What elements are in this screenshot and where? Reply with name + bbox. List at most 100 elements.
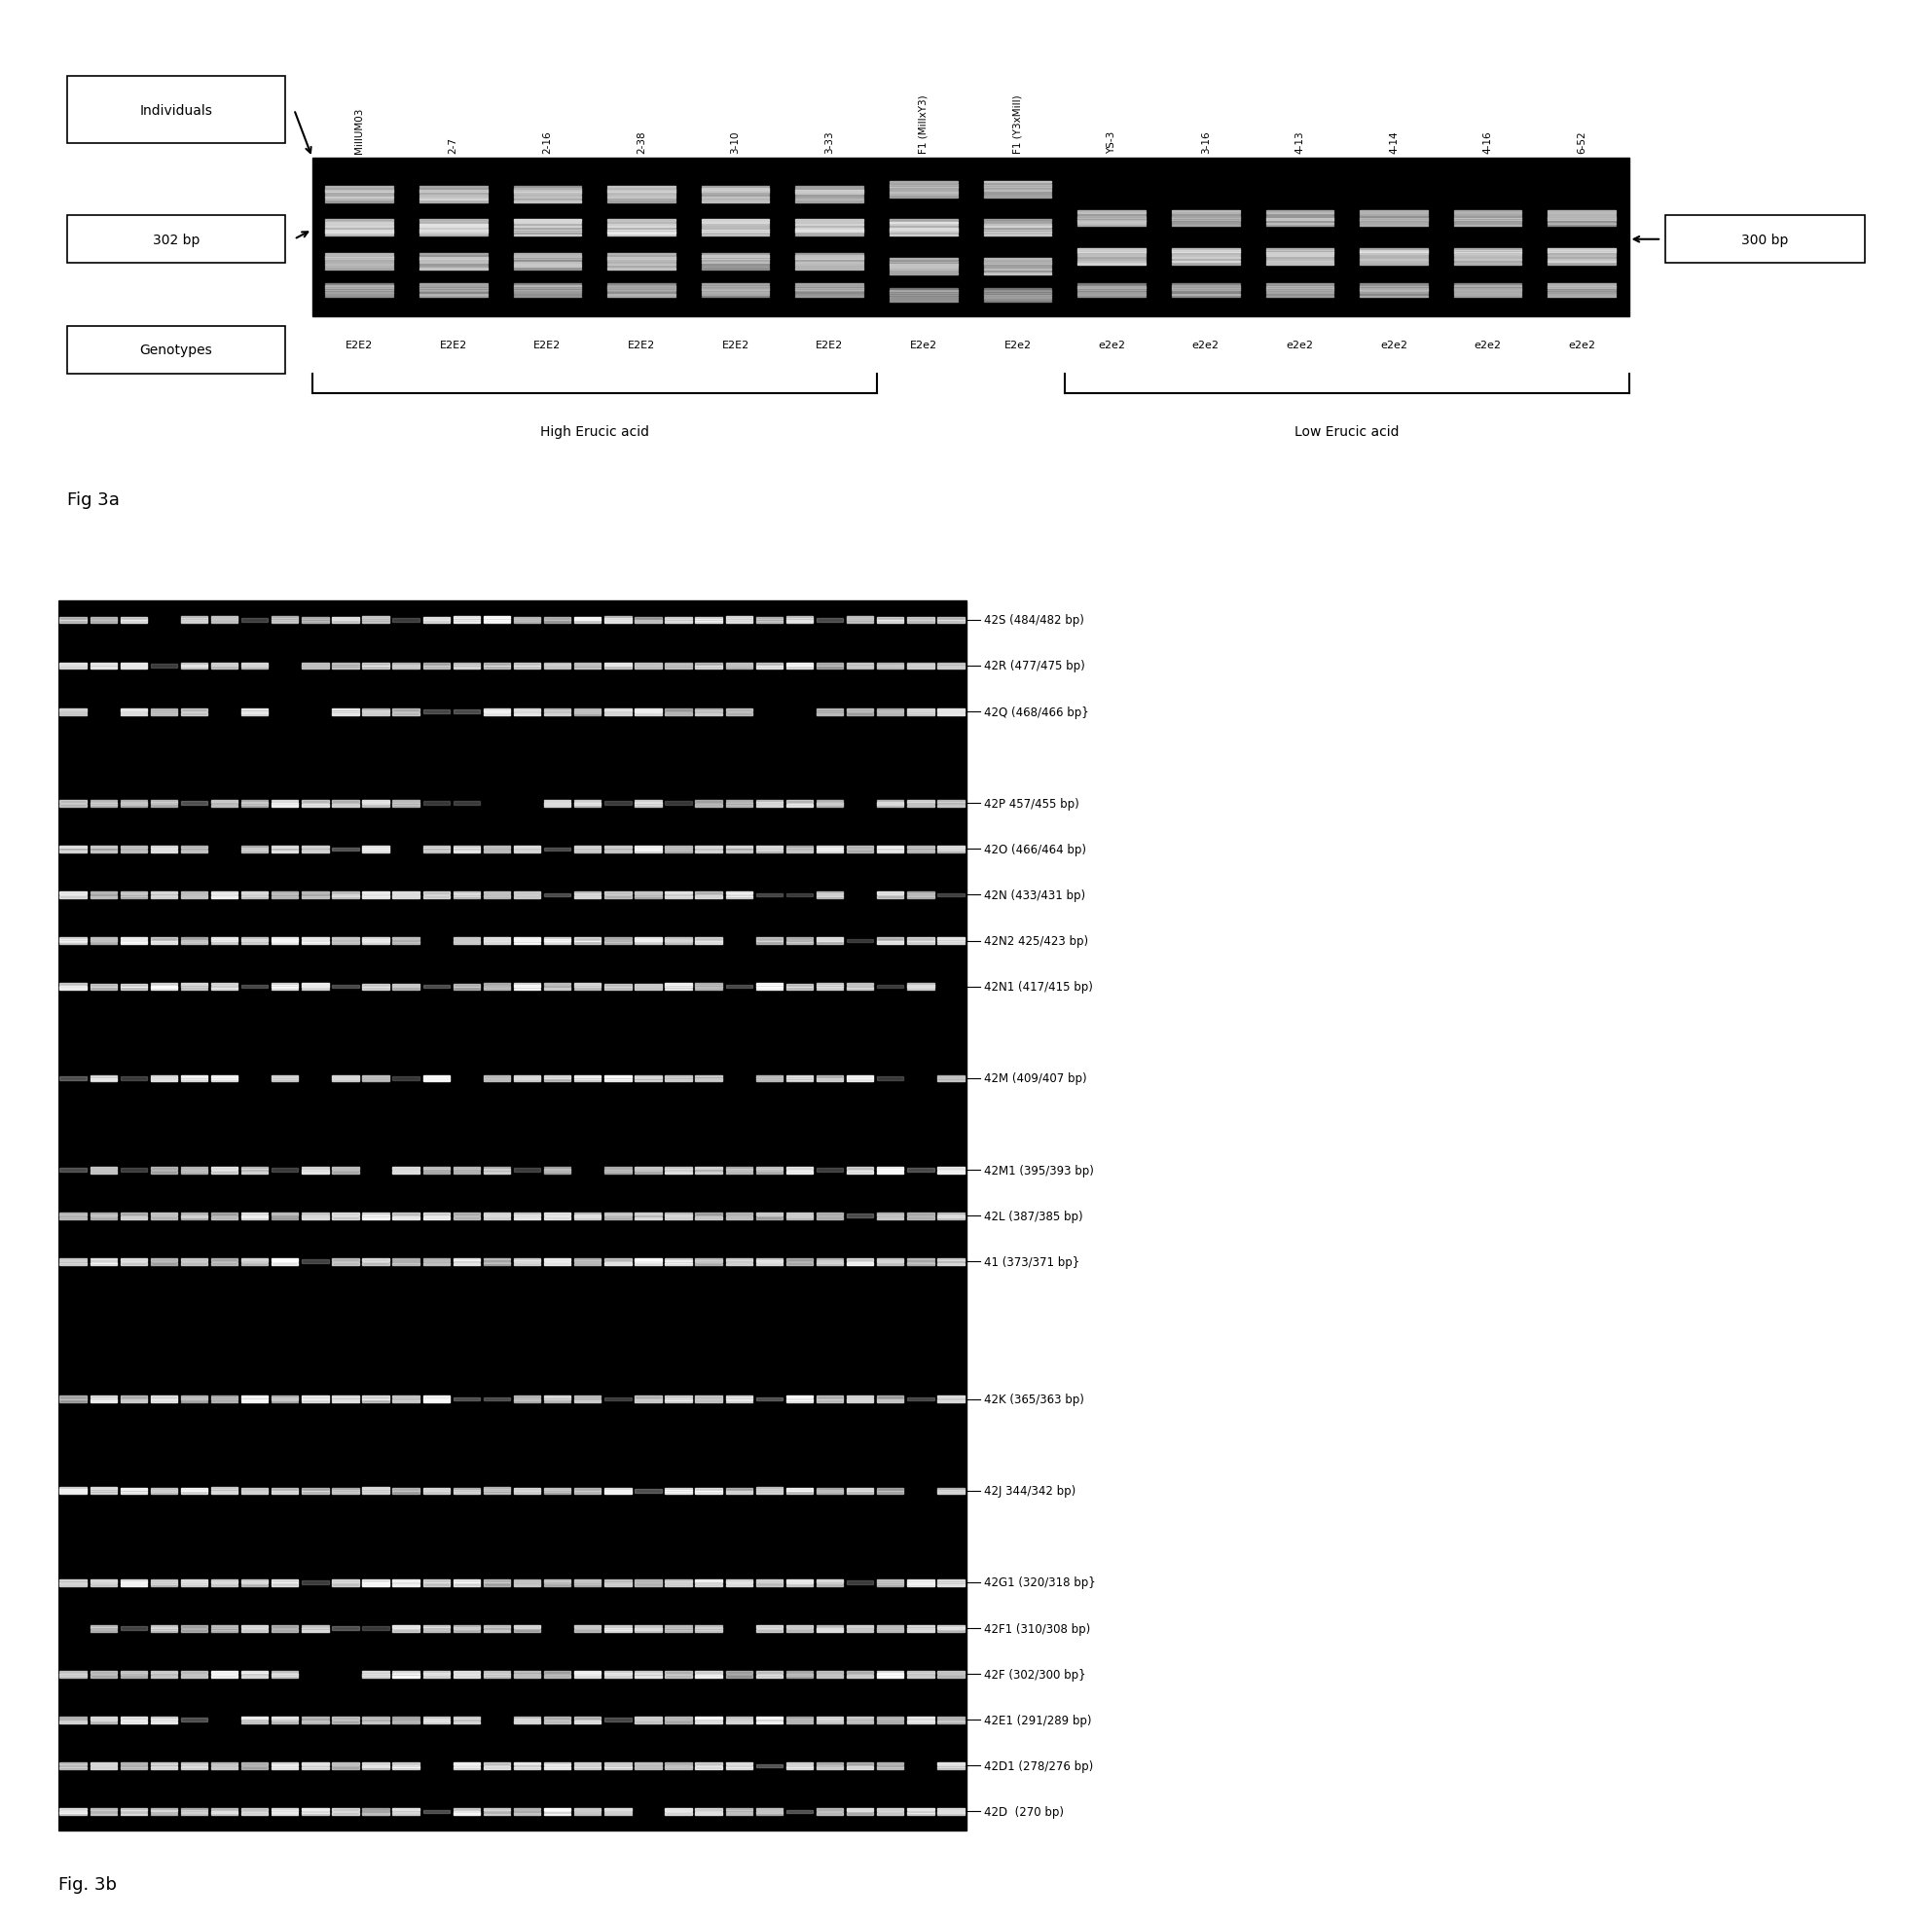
Bar	[665, 1490, 692, 1492]
Bar	[665, 708, 692, 712]
Bar	[454, 1261, 479, 1263]
Bar	[151, 1213, 178, 1215]
Bar	[483, 666, 510, 670]
Bar	[665, 1716, 692, 1720]
Bar	[846, 989, 873, 991]
Bar	[120, 1488, 147, 1490]
Bar	[301, 1580, 328, 1584]
Bar	[211, 1213, 238, 1215]
Bar	[545, 618, 570, 620]
Bar	[332, 1260, 359, 1261]
Bar	[605, 1492, 632, 1494]
Bar	[726, 849, 752, 851]
Bar	[332, 804, 359, 806]
Bar	[846, 987, 873, 989]
Text: 42E1 (291/289 bp): 42E1 (291/289 bp)	[983, 1713, 1092, 1726]
Bar	[726, 1674, 752, 1678]
Bar	[91, 893, 116, 895]
Bar	[877, 1488, 904, 1490]
Bar	[60, 987, 87, 989]
Bar	[696, 1716, 723, 1718]
Text: 42K (365/363 bp): 42K (365/363 bp)	[983, 1392, 1084, 1405]
Bar	[242, 1167, 269, 1169]
Bar	[242, 1676, 269, 1678]
Bar	[817, 941, 842, 945]
Bar	[696, 1396, 723, 1400]
Bar	[574, 847, 601, 849]
Bar	[332, 1716, 359, 1720]
Bar	[423, 1167, 450, 1169]
Text: 4-14: 4-14	[1389, 131, 1399, 154]
Bar	[545, 1490, 570, 1492]
Bar	[272, 1215, 298, 1217]
Bar	[60, 1809, 87, 1811]
Bar	[211, 989, 238, 991]
Bar	[755, 1171, 782, 1173]
Bar	[696, 941, 723, 945]
Bar	[392, 1167, 419, 1169]
Bar	[726, 1766, 752, 1768]
Bar	[120, 983, 147, 987]
Bar	[877, 1716, 904, 1718]
Bar	[454, 710, 479, 714]
Bar	[182, 668, 207, 670]
Bar	[392, 708, 419, 712]
Bar	[454, 1630, 479, 1632]
Bar	[392, 1580, 419, 1582]
Bar	[363, 1766, 388, 1768]
Bar	[454, 668, 479, 670]
Bar	[846, 1488, 873, 1490]
Bar	[332, 1492, 359, 1494]
Bar	[91, 1628, 116, 1630]
Bar	[182, 712, 207, 716]
Bar	[423, 1171, 450, 1173]
Bar	[786, 1628, 813, 1632]
Bar	[817, 1079, 842, 1083]
Bar	[817, 1674, 842, 1678]
Bar	[182, 941, 207, 943]
Bar	[151, 1722, 178, 1724]
Bar	[332, 1766, 359, 1768]
Bar	[363, 804, 388, 806]
Bar	[392, 1764, 419, 1766]
Bar	[545, 987, 570, 989]
Bar	[726, 1213, 752, 1215]
Bar	[454, 1624, 479, 1626]
Bar	[605, 666, 632, 670]
Bar	[786, 1261, 813, 1265]
Bar	[605, 803, 632, 804]
Bar	[817, 1169, 842, 1171]
Bar	[363, 895, 388, 897]
Bar	[514, 1809, 541, 1811]
Text: 42N (433/431 bp): 42N (433/431 bp)	[983, 889, 1086, 902]
Text: e2e2: e2e2	[1192, 340, 1219, 351]
Bar	[696, 1171, 723, 1173]
Bar	[211, 1811, 238, 1812]
Bar	[877, 1217, 904, 1219]
Bar	[182, 803, 207, 804]
Bar	[726, 1171, 752, 1173]
Bar	[696, 1400, 723, 1404]
Bar	[605, 937, 632, 941]
Bar	[755, 620, 782, 622]
Bar	[786, 1398, 813, 1400]
Bar	[211, 803, 238, 804]
Bar	[937, 710, 964, 712]
Bar	[755, 1811, 782, 1812]
Bar	[68, 217, 286, 265]
Text: Genotypes: Genotypes	[139, 344, 213, 357]
Bar	[60, 1215, 87, 1217]
Text: MillUM03: MillUM03	[354, 108, 363, 154]
Bar	[696, 1217, 723, 1219]
Bar	[726, 662, 752, 664]
Bar	[332, 1580, 359, 1582]
Bar	[120, 1626, 147, 1630]
Bar	[392, 895, 419, 897]
Bar	[696, 1488, 723, 1490]
Bar	[423, 1213, 450, 1215]
Bar	[483, 708, 510, 710]
Bar	[665, 1167, 692, 1169]
Bar	[726, 1670, 752, 1674]
Bar	[755, 804, 782, 806]
Bar	[91, 666, 116, 668]
